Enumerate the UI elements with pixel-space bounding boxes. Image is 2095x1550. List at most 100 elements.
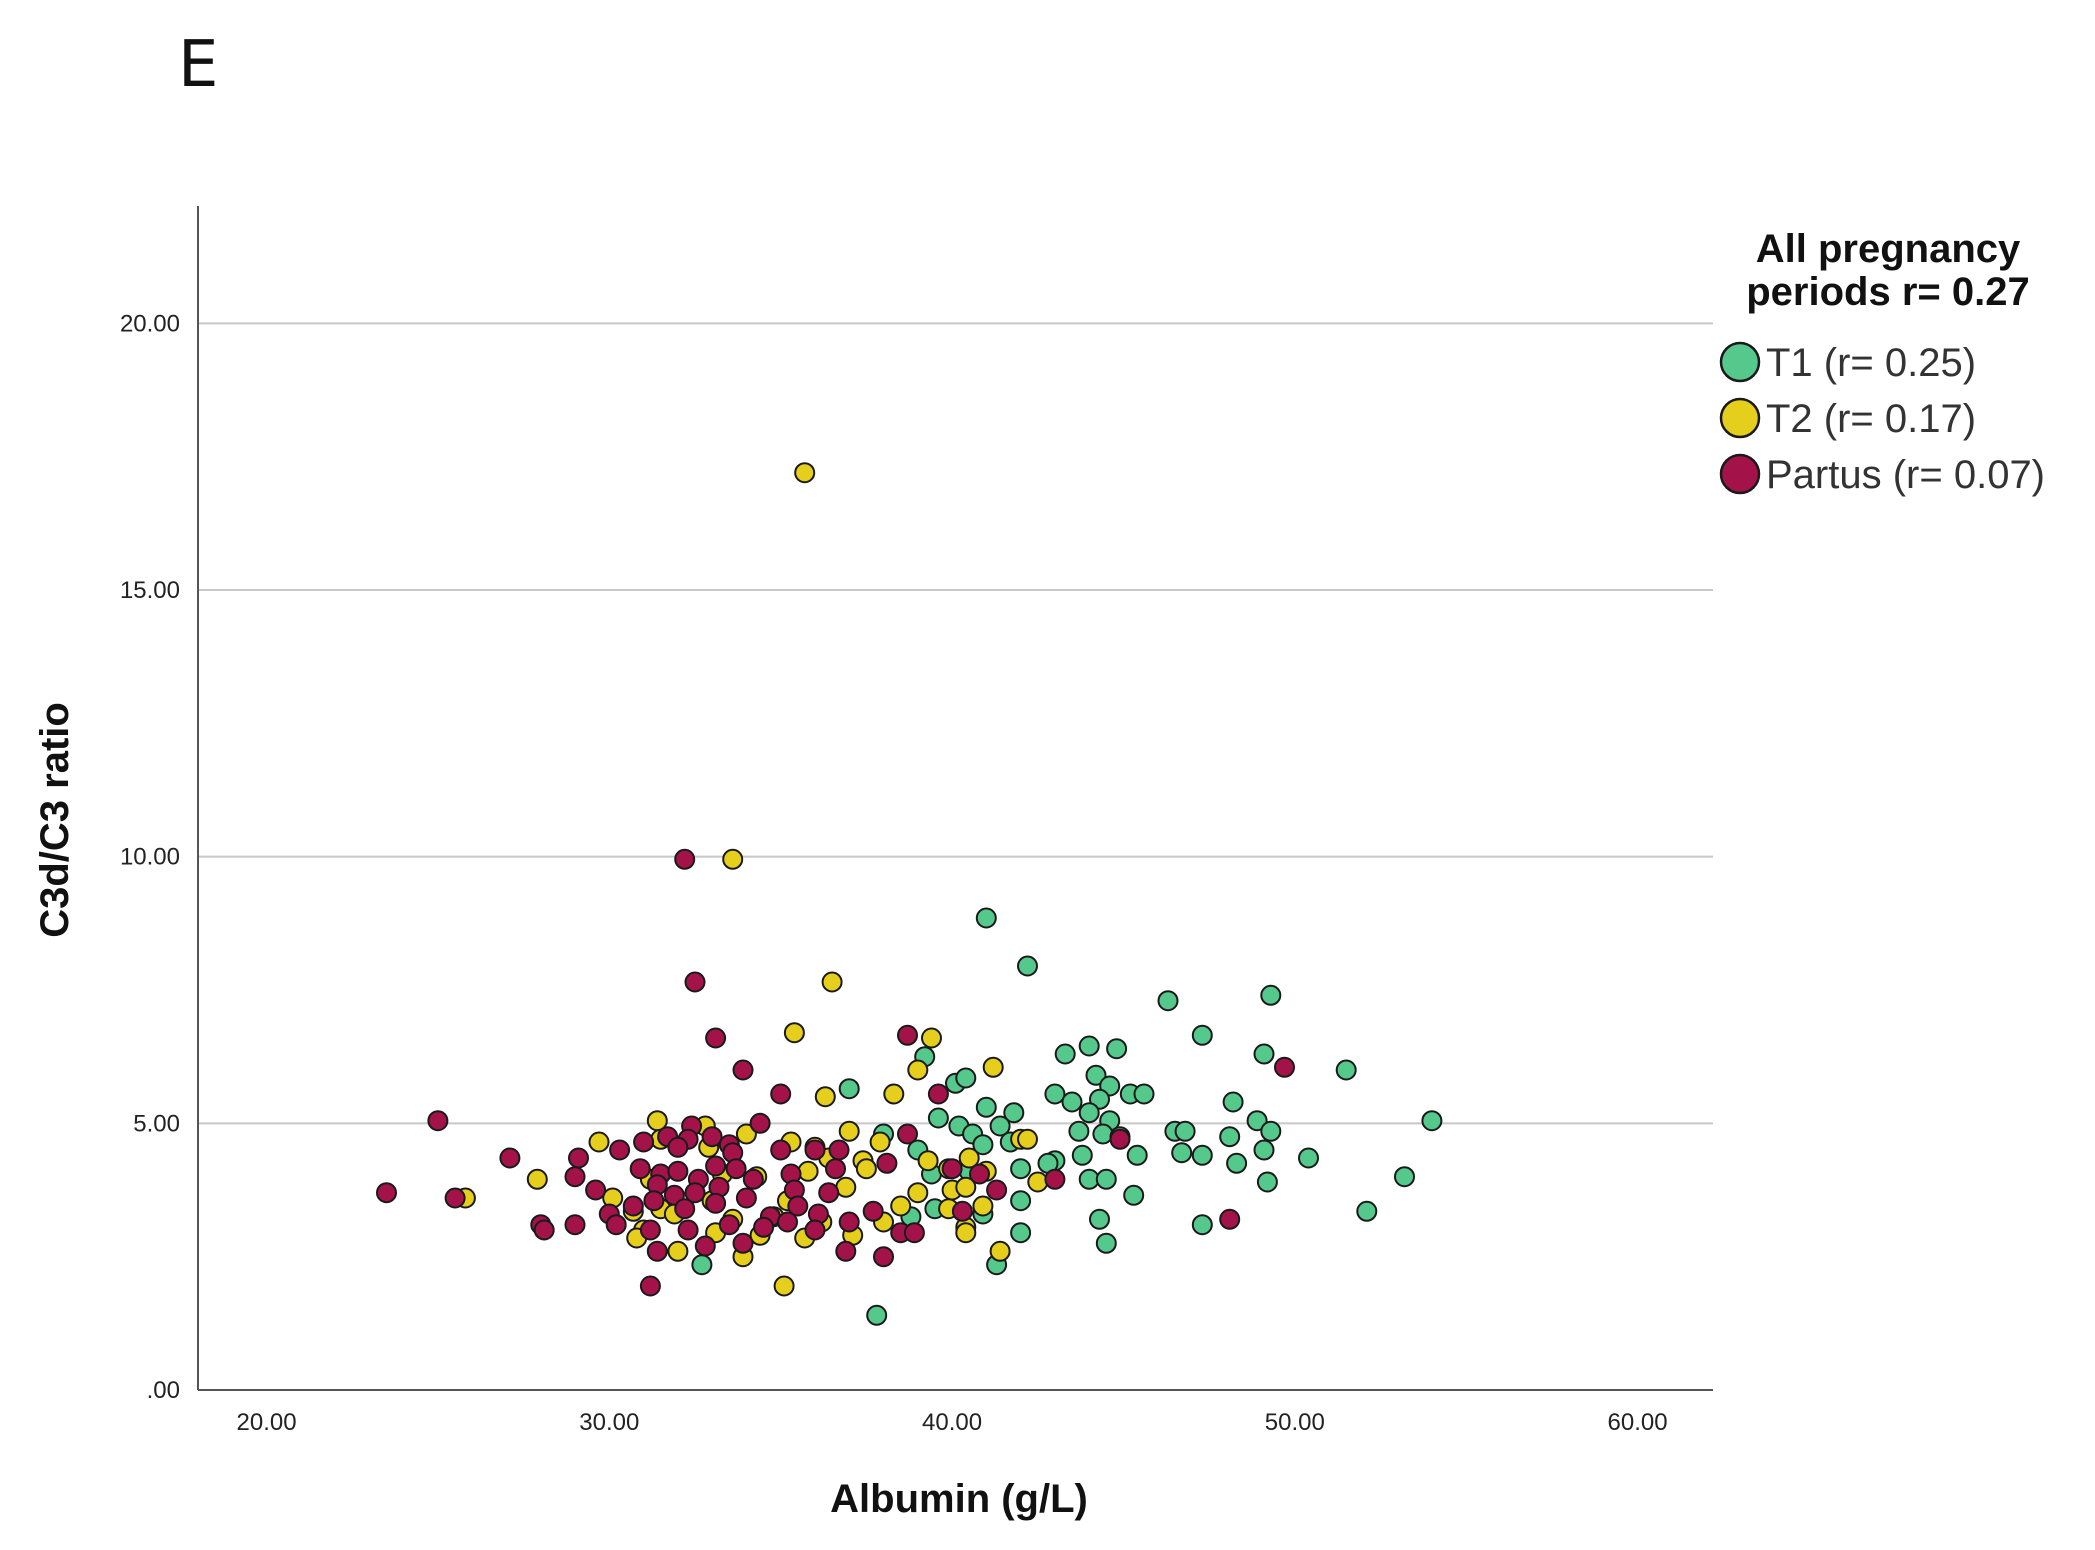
data-point (1191, 1214, 1213, 1236)
data-point (1157, 990, 1179, 1012)
data-point (907, 1059, 929, 1081)
data-point (838, 1078, 860, 1100)
x-tick-label: 60.00 (1608, 1409, 1668, 1436)
data-point (825, 1158, 846, 1180)
data-point (427, 1110, 449, 1132)
data-point (1106, 1038, 1128, 1060)
data-point (869, 1131, 891, 1153)
data-point (818, 1182, 840, 1204)
data-point (783, 1022, 805, 1044)
data-point (1017, 955, 1038, 977)
data-point (1246, 1110, 1268, 1132)
data-point (749, 1112, 771, 1134)
data-point (564, 1166, 586, 1188)
x-tick-label: 50.00 (1265, 1409, 1325, 1436)
data-point (835, 1176, 857, 1198)
data-point (862, 1200, 884, 1222)
data-point (1219, 1126, 1241, 1148)
y-tick-label: 20.00 (120, 310, 180, 337)
data-point (941, 1158, 963, 1180)
data-point (725, 1158, 747, 1180)
data-point (1191, 1024, 1213, 1046)
y-tick-label: 10.00 (120, 844, 180, 871)
data-point (646, 1240, 668, 1262)
data-point (684, 1182, 706, 1204)
data-point (1044, 1168, 1066, 1190)
y-tick-label: .00 (147, 1377, 180, 1404)
data-point (609, 1139, 631, 1161)
data-point (376, 1182, 397, 1204)
data-point (1078, 1102, 1100, 1124)
data-point (989, 1115, 1011, 1137)
data-point (526, 1168, 548, 1190)
data-point (883, 1083, 905, 1105)
data-point (897, 1024, 918, 1046)
data-point (1260, 984, 1282, 1006)
data-point (1017, 1128, 1038, 1150)
data-point (955, 1176, 977, 1198)
data-point (835, 1240, 857, 1262)
data-point (694, 1235, 716, 1257)
data-point (1061, 1091, 1083, 1113)
data-point (1027, 1171, 1049, 1193)
legend-marker (1719, 397, 1761, 439)
data-point (866, 1304, 888, 1326)
data-point (639, 1219, 661, 1241)
data-point (770, 1139, 792, 1161)
data-point (1095, 1232, 1117, 1254)
data-point (838, 1120, 860, 1142)
data-point (975, 1096, 997, 1118)
data-point (735, 1123, 757, 1145)
data-point (674, 848, 696, 870)
data-point (667, 1240, 689, 1262)
data-point (794, 462, 816, 484)
data-point (705, 1192, 727, 1214)
data-point (773, 1275, 795, 1297)
legend-label: T2 (r= 0.17) (1766, 397, 1976, 441)
data-point (907, 1182, 929, 1204)
data-point (1068, 1120, 1090, 1142)
data-point (677, 1219, 699, 1241)
series-1 (691, 907, 1443, 1326)
data-point (897, 1123, 918, 1145)
legend-label: Partus (r= 0.07) (1766, 453, 2045, 497)
data-point (705, 1027, 727, 1049)
data-point (921, 1027, 942, 1049)
data-point (972, 1195, 994, 1217)
data-point (986, 1179, 1008, 1201)
panel-label: E (178, 28, 219, 102)
legend-label: T1 (r= 0.25) (1766, 341, 1976, 385)
data-point (1253, 1139, 1275, 1161)
data-point (1226, 1152, 1248, 1174)
data-point (917, 1150, 939, 1172)
data-point (777, 1211, 798, 1233)
data-point (1260, 1120, 1282, 1142)
data-point (982, 1056, 1004, 1078)
data-point (1394, 1166, 1415, 1188)
data-point (1191, 1144, 1213, 1166)
data-point (787, 1195, 809, 1217)
data-points (376, 462, 1443, 1326)
data-point (643, 1190, 665, 1212)
data-point (821, 971, 843, 993)
data-point (1126, 1144, 1148, 1166)
axes (197, 206, 1713, 1391)
data-point (828, 1139, 850, 1161)
y-tick-label: 15.00 (120, 577, 180, 604)
data-point (1274, 1056, 1295, 1078)
data-point (629, 1158, 651, 1180)
legend-title-line1: All pregnancy (1756, 227, 2021, 271)
data-point (1335, 1059, 1357, 1081)
data-point (588, 1131, 610, 1153)
y-axis-title: C3d/C3 ratio (33, 702, 77, 938)
data-point (1256, 1171, 1278, 1193)
data-point (770, 1083, 792, 1105)
data-point (975, 907, 997, 929)
data-point (1078, 1035, 1100, 1057)
data-point (1174, 1120, 1196, 1142)
data-point (1054, 1043, 1076, 1065)
series-3 (376, 848, 1295, 1297)
data-point (1085, 1064, 1107, 1086)
data-point (1133, 1083, 1155, 1105)
